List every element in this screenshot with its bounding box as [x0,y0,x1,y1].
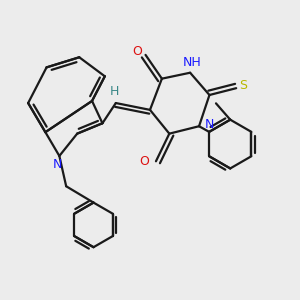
Text: N: N [52,158,62,171]
Text: O: O [132,45,142,58]
Text: O: O [139,155,149,168]
Text: S: S [240,79,248,92]
Text: H: H [110,85,119,98]
Text: NH: NH [183,56,202,69]
Text: N: N [205,118,214,131]
